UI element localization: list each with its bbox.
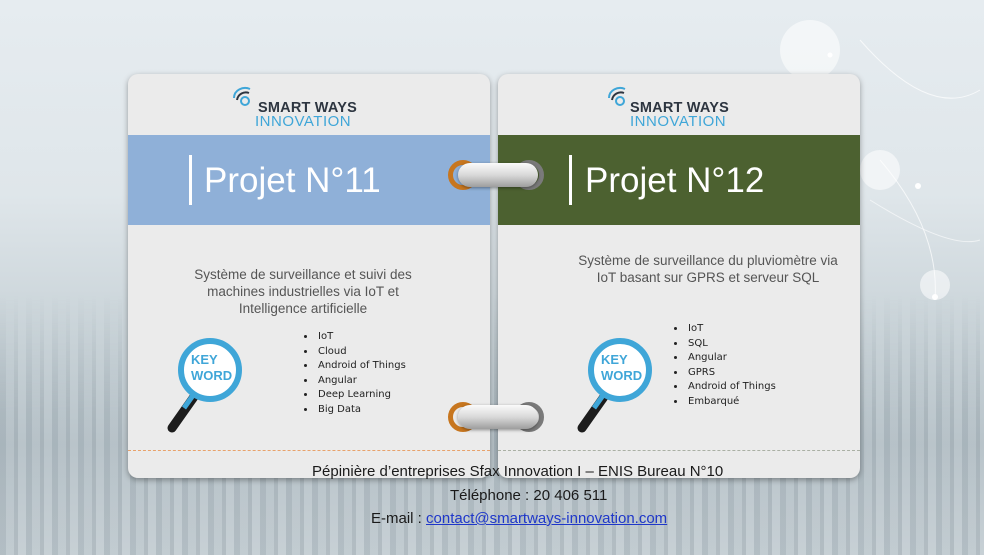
list-item: Embarqué bbox=[686, 395, 776, 410]
magnifier-keyword-icon: KEY WORD bbox=[577, 338, 652, 433]
list-item: Android of Things bbox=[686, 380, 776, 395]
footer-phone: Téléphone : 20 406 511 bbox=[450, 487, 608, 504]
project-card-12[interactable]: SMART WAYS INNOVATION Projet N°12 Systèm… bbox=[498, 74, 860, 478]
list-item: SQL bbox=[686, 337, 776, 352]
keyword-text-line1: KEY bbox=[191, 352, 218, 367]
technology-list: IoT SQL Angular GPRS Android of Things E… bbox=[670, 322, 776, 410]
keyword-text-line1: KEY bbox=[601, 352, 628, 367]
list-item: Cloud bbox=[316, 345, 406, 360]
list-item: Angular bbox=[316, 374, 406, 389]
description-line: IoT basant sur GPRS et serveur SQL bbox=[596, 270, 820, 285]
footer-email-line: E-mail : contact@smartways-innovation.co… bbox=[371, 510, 667, 527]
technology-list: IoT Cloud Android of Things Angular Deep… bbox=[300, 330, 406, 418]
project-description: Système de surveillance et suivi des mac… bbox=[148, 266, 458, 317]
binder-clip-bottom bbox=[458, 405, 538, 429]
smart-ways-logo: SMART WAYS INNOVATION bbox=[498, 80, 860, 130]
list-item: IoT bbox=[686, 322, 776, 337]
binder-clip-top bbox=[458, 163, 538, 187]
email-label: E-mail : bbox=[371, 510, 427, 527]
description-line: Système de surveillance et suivi des bbox=[194, 267, 412, 282]
title-accent-bar bbox=[569, 155, 572, 205]
list-item: Deep Learning bbox=[316, 388, 406, 403]
email-link[interactable]: contact@smartways-innovation.com bbox=[426, 510, 668, 527]
card-divider bbox=[498, 450, 860, 451]
list-item: IoT bbox=[316, 330, 406, 345]
description-line: machines industrielles via IoT et bbox=[207, 284, 399, 299]
description-line: Système de surveillance du pluviomètre v… bbox=[578, 253, 838, 268]
title-accent-bar bbox=[189, 155, 192, 205]
project-description: Système de surveillance du pluviomètre v… bbox=[538, 252, 860, 286]
smart-ways-logo: SMART WAYS INNOVATION bbox=[128, 80, 490, 130]
brand-name-line2: INNOVATION bbox=[630, 113, 727, 130]
list-item: Angular bbox=[686, 351, 776, 366]
keyword-text-line2: WORD bbox=[601, 368, 642, 383]
card-divider bbox=[128, 450, 490, 451]
footer-address: Pépinière d’entreprises Sfax Innovation … bbox=[312, 463, 724, 480]
brand-name-line1: SMART WAYS bbox=[258, 100, 357, 116]
keyword-text-line2: WORD bbox=[191, 368, 232, 383]
list-item: Android of Things bbox=[316, 359, 406, 374]
magnifier-keyword-icon: KEY WORD bbox=[167, 338, 242, 433]
project-title-band: Projet N°11 bbox=[128, 135, 490, 225]
list-item: Big Data bbox=[316, 403, 406, 418]
brand-mark-icon bbox=[233, 87, 251, 106]
project-card-11[interactable]: SMART WAYS INNOVATION Projet N°11 Systèm… bbox=[128, 74, 490, 478]
project-title-band: Projet N°12 bbox=[498, 135, 860, 225]
brand-name-line2: INNOVATION bbox=[255, 113, 352, 130]
list-item: GPRS bbox=[686, 366, 776, 381]
brand-mark-icon bbox=[608, 87, 626, 106]
project-title: Projet N°12 bbox=[585, 161, 765, 200]
brand-name-line1: SMART WAYS bbox=[630, 100, 729, 116]
project-title: Projet N°11 bbox=[204, 161, 381, 200]
description-line: Intelligence artificielle bbox=[238, 301, 368, 316]
